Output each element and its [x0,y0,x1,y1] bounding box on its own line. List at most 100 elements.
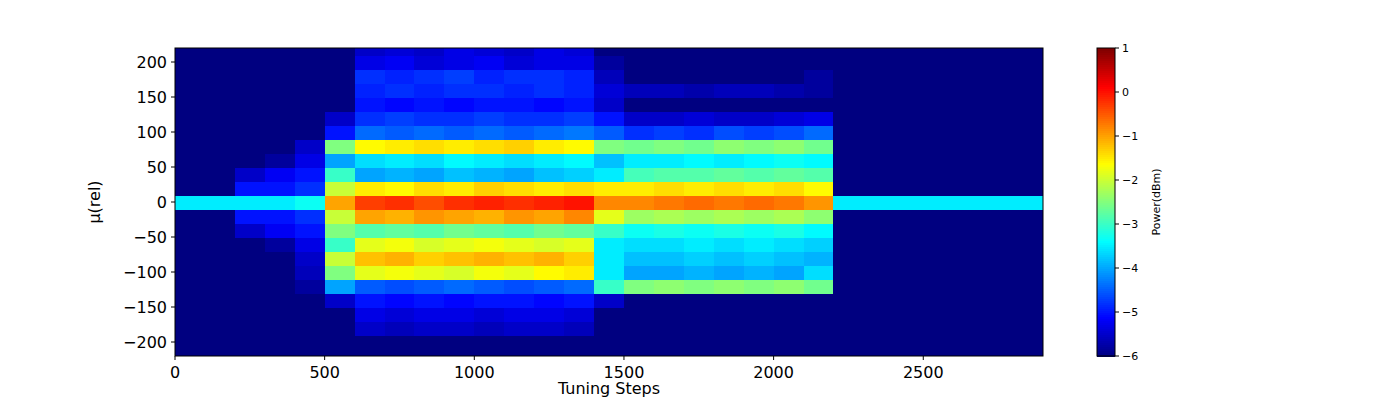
heat-cell [833,209,863,224]
heat-cell [624,195,654,210]
heat-cell [325,181,355,196]
heat-cell [983,55,1013,70]
heat-cell [594,83,624,98]
heat-cell [863,265,893,280]
heat-cell [1013,181,1043,196]
heat-cell [923,125,953,140]
chart: 05001000150020002500−200−150−100−5005010… [0,0,1400,400]
heat-cell [534,293,564,308]
heat-cell [325,167,355,182]
heat-cell [804,125,834,140]
heat-cell [504,55,534,70]
heat-cell [624,293,654,308]
heat-cell [714,48,744,56]
heat-cell [1013,307,1043,322]
heat-cell [385,139,415,154]
heat-cell [444,48,474,56]
heat-cell [414,237,444,252]
y-tick [171,97,175,98]
colorbar-tick [1115,180,1119,181]
heat-cell [1013,237,1043,252]
heat-cell [385,97,415,112]
colorbar-label: Power(dBm) [1150,168,1163,235]
heat-cell [444,251,474,266]
heat-cell [744,125,774,140]
heat-cell [325,223,355,238]
heat-cell [953,321,983,336]
heat-cell [175,335,205,350]
colorbar-tick [1115,48,1119,49]
heat-cell [265,307,295,322]
heat-cell [774,237,804,252]
heat-cell [714,223,744,238]
heat-cell [983,153,1013,168]
heat-cell [744,223,774,238]
heat-cell [833,97,863,112]
heat-cell [863,251,893,266]
heat-cell [594,335,624,350]
heat-cell [385,293,415,308]
heat-cell [893,167,923,182]
heat-cell [355,321,385,336]
heat-cell [804,293,834,308]
heat-cell [385,223,415,238]
heat-cell [594,265,624,280]
plot-frame [175,48,1043,356]
heat-cell [444,237,474,252]
heat-cell [684,181,714,196]
heat-cell [804,167,834,182]
heat-cell [325,55,355,70]
heat-cell [474,237,504,252]
heat-cell [953,69,983,84]
heat-cell [833,223,863,238]
heat-cell [414,209,444,224]
heat-cell [744,335,774,350]
heat-cell [684,265,714,280]
heat-cell [235,167,265,182]
heat-cell [684,167,714,182]
heat-cell [1013,195,1043,210]
heat-cell [504,237,534,252]
heat-cell [654,83,684,98]
heat-cell [953,111,983,126]
heat-cell [205,153,235,168]
heat-cell [295,279,325,294]
y-tick-label: 150 [136,88,167,107]
heat-cell [714,349,744,356]
heat-cell [504,139,534,154]
heat-cell [774,293,804,308]
heat-cell [414,167,444,182]
heat-cell [833,321,863,336]
heat-cell [534,279,564,294]
heat-cell [833,111,863,126]
heat-cell [504,125,534,140]
heat-cell [953,307,983,322]
heat-cell [534,195,564,210]
heat-cell [953,279,983,294]
heat-cell [414,111,444,126]
heat-cell [744,293,774,308]
heat-cell [654,279,684,294]
heat-cell [205,293,235,308]
heat-cell [983,167,1013,182]
x-tick [474,356,475,360]
heat-cell [175,321,205,336]
heat-cell [265,69,295,84]
heat-cell [893,125,923,140]
heat-cell [474,195,504,210]
heat-cell [744,307,774,322]
heat-cell [654,293,684,308]
heat-cell [444,111,474,126]
heat-cell [833,69,863,84]
heat-cell [1013,111,1043,126]
x-tick-label: 1000 [454,363,495,382]
heat-cell [235,307,265,322]
heat-cell [235,55,265,70]
heat-cell [205,335,235,350]
heat-cell [744,251,774,266]
heat-cell [983,321,1013,336]
heat-cell [923,335,953,350]
heat-cell [235,349,265,356]
heat-cell [744,139,774,154]
heat-cell [893,97,923,112]
